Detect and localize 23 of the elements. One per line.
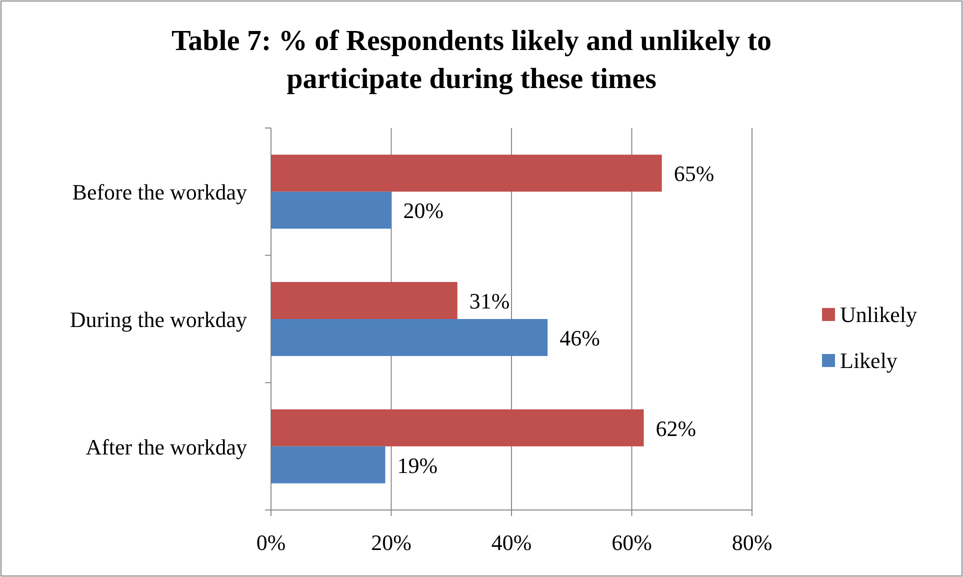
y-tick-label: During the workday bbox=[70, 307, 247, 332]
y-tick-label: Before the workday bbox=[72, 180, 247, 205]
x-tick-label: 20% bbox=[371, 530, 412, 555]
x-tick-label: 40% bbox=[491, 530, 532, 555]
bar bbox=[271, 446, 386, 484]
legend-label: Likely bbox=[840, 348, 898, 373]
chart-title: Table 7: % of Respondents likely and unlikely to participate during these times bbox=[172, 25, 772, 95]
x-tick-label: 60% bbox=[612, 530, 652, 555]
x-tick-label: 0% bbox=[256, 530, 286, 555]
bar bbox=[271, 319, 548, 356]
data-label: 65% bbox=[674, 161, 714, 186]
data-label: 46% bbox=[560, 326, 600, 350]
data-label: 20% bbox=[403, 198, 444, 224]
bar bbox=[271, 409, 644, 446]
data-label: 31% bbox=[469, 288, 510, 314]
legend-label: Unlikely bbox=[840, 302, 917, 327]
bar bbox=[271, 154, 662, 192]
y-tick-label: After the workday bbox=[86, 434, 247, 460]
bar bbox=[271, 282, 458, 319]
data-label: 19% bbox=[397, 452, 438, 478]
data-label: 62% bbox=[656, 416, 696, 441]
bar bbox=[271, 192, 392, 229]
x-tick-label: 80% bbox=[732, 530, 772, 555]
